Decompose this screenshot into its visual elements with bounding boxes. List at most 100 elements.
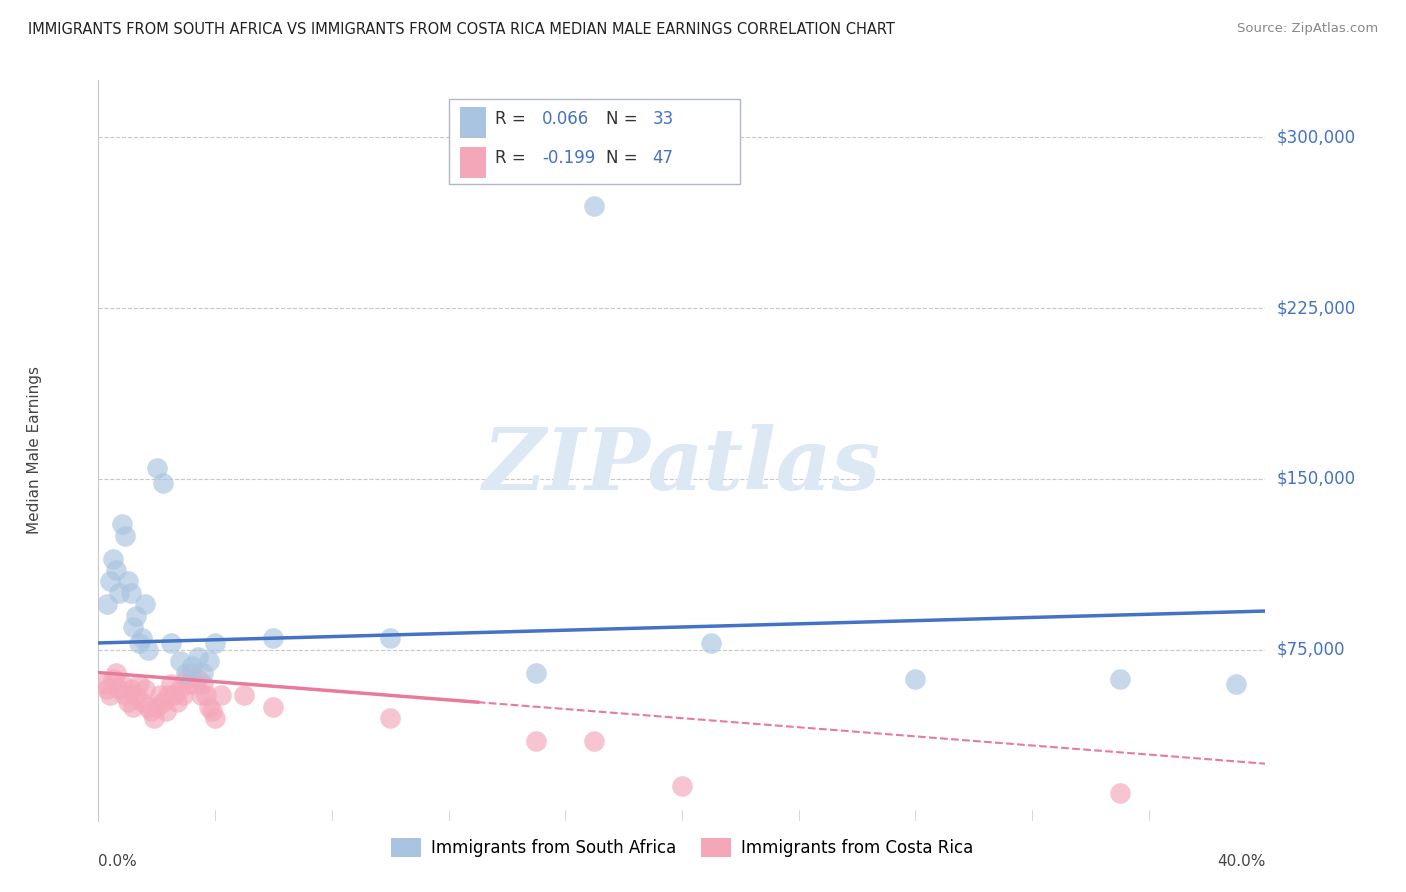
Point [96,681,118,696]
Text: Median Male Earnings: Median Male Earnings [27,367,42,534]
Text: IMMIGRANTS FROM SOUTH AFRICA VS IMMIGRANTS FROM COSTA RICA MEDIAN MALE EARNINGS : IMMIGRANTS FROM SOUTH AFRICA VS IMMIGRAN… [28,22,896,37]
Point [380,632,402,646]
Point [101,673,124,687]
Point [172,689,194,703]
Point [904,673,927,687]
Point [157,689,180,703]
Point [152,476,174,491]
Point [146,699,169,714]
Point [136,642,159,657]
Point [180,665,202,680]
Point [155,704,177,718]
Point [198,699,221,714]
Point [204,711,226,725]
Point [122,620,145,634]
Point [187,673,209,687]
Point [104,665,127,680]
Point [136,699,159,714]
Point [128,677,150,691]
Point [524,734,547,748]
Point [114,529,136,543]
Point [174,665,197,680]
Text: ZIPatlas: ZIPatlas [482,424,882,507]
Point [146,460,169,475]
Text: $150,000: $150,000 [1277,470,1355,488]
Point [160,677,183,691]
Point [1225,677,1247,691]
Point [98,574,121,589]
Text: $300,000: $300,000 [1277,128,1355,146]
Text: -0.199: -0.199 [541,149,595,167]
Point [120,681,142,696]
Text: $225,000: $225,000 [1277,299,1355,317]
Text: 0.066: 0.066 [541,110,589,128]
Point [201,704,224,718]
Point [163,689,186,703]
Point [114,689,136,703]
Point [98,689,121,703]
Point [195,689,218,703]
Point [120,586,142,600]
Point [209,689,232,703]
FancyBboxPatch shape [460,146,486,178]
Point [1108,673,1130,687]
Point [169,681,191,696]
Point [111,517,134,532]
Point [193,665,215,680]
Point [96,597,118,611]
FancyBboxPatch shape [460,107,486,138]
Point [198,654,221,668]
Point [233,689,256,703]
Text: R =: R = [495,110,531,128]
Point [125,689,148,703]
Point [193,677,215,691]
Point [671,780,693,794]
Text: R =: R = [495,149,531,167]
Point [134,681,156,696]
Point [262,699,284,714]
Text: N =: N = [606,149,643,167]
FancyBboxPatch shape [449,99,741,184]
Point [166,695,188,709]
Point [139,704,162,718]
Point [177,677,200,691]
Point [204,636,226,650]
Point [101,551,124,566]
Text: 40.0%: 40.0% [1218,854,1265,869]
Point [93,677,115,691]
Point [125,608,148,623]
Point [131,695,153,709]
Point [700,636,723,650]
Point [108,586,131,600]
Point [160,636,183,650]
Text: $75,000: $75,000 [1277,640,1346,659]
Point [128,636,150,650]
Text: 47: 47 [652,149,673,167]
Legend: Immigrants from South Africa, Immigrants from Costa Rica: Immigrants from South Africa, Immigrants… [384,831,980,864]
Point [262,632,284,646]
Point [134,597,156,611]
Point [183,677,205,691]
Text: N =: N = [606,110,643,128]
Point [152,695,174,709]
Point [111,677,134,691]
Point [190,689,212,703]
Point [108,681,131,696]
Point [380,711,402,725]
Text: 0.0%: 0.0% [98,854,138,869]
Point [117,695,139,709]
Point [583,734,606,748]
Point [117,574,139,589]
Point [524,665,547,680]
Point [1108,786,1130,800]
Point [131,632,153,646]
Point [187,649,209,664]
Point [149,689,172,703]
Point [174,673,197,687]
Text: 33: 33 [652,110,673,128]
Point [169,654,191,668]
Point [142,711,165,725]
Point [180,658,202,673]
Text: Source: ZipAtlas.com: Source: ZipAtlas.com [1237,22,1378,36]
Point [122,699,145,714]
